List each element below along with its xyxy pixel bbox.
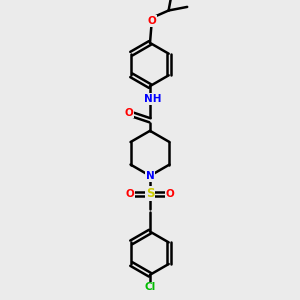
Text: O: O: [126, 189, 135, 199]
Text: O: O: [147, 16, 156, 26]
Text: O: O: [124, 107, 133, 118]
Text: O: O: [165, 189, 174, 199]
Text: S: S: [146, 187, 154, 200]
Text: N: N: [146, 171, 154, 181]
Text: NH: NH: [144, 94, 161, 104]
Text: Cl: Cl: [144, 282, 156, 292]
